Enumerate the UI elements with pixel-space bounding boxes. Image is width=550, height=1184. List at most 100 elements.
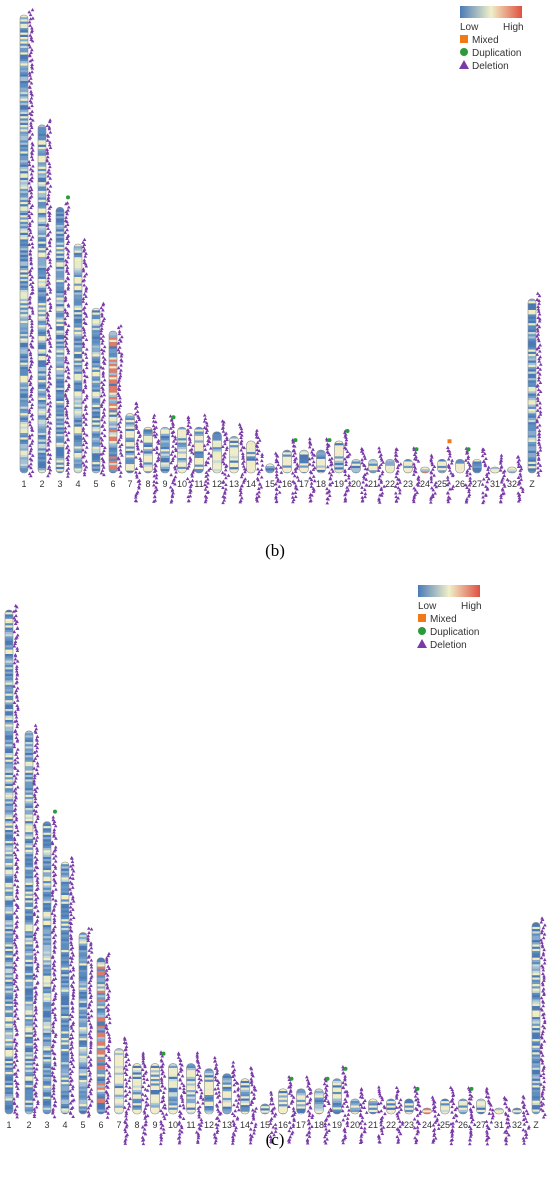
chromosome-31: 31 [494,1095,512,1146]
deletion-marks [286,1075,297,1144]
chromosome-label: 3 [57,479,62,489]
chromosome-24: 24 [420,453,439,504]
chromosome-label: 10 [177,479,187,489]
deletion-marks [520,1094,531,1145]
triangle-legend-icon [459,60,469,69]
deletion-marks [502,1095,512,1146]
deletion-marks [484,1086,496,1146]
chromosome-22: 22 [385,447,403,503]
gradient-high-label: High [461,601,482,612]
legend-item-label: Mixed [472,35,499,46]
chromosome-25: 25 [440,1085,459,1146]
duplication-mark [414,447,419,452]
chromosome-14: 14 [246,428,265,503]
chromosome-17: 17 [296,1075,315,1145]
chromosome-8: 8 [143,413,161,503]
chromosome-18: 18 [314,1076,334,1145]
chromosome-label: 21 [368,1120,378,1130]
chromosome-label: 1 [6,1120,11,1130]
chromosome-11: 11 [194,413,213,504]
chromosome-label: 15 [265,479,275,489]
chromosome-32: 32 [507,454,525,503]
deletion-marks [63,201,71,478]
chromosome-23: 23 [404,1085,423,1145]
chromosome-15: 15 [265,451,284,504]
duplication-mark [327,438,332,443]
chromosome-label: 5 [80,1120,85,1130]
chromosome-label: 7 [127,479,132,489]
chromosome-12: 12 [204,1055,223,1145]
chromosome-20: 20 [351,446,370,503]
chromosome-2: 2 [24,723,40,1130]
deletion-marks [394,1085,405,1144]
chromosome-label: 12 [212,479,222,489]
chromosome-8: 8 [132,1051,151,1146]
deletion-marks [376,446,386,504]
chromosome-label: 7 [116,1120,121,1130]
chromosome-14: 14 [240,1066,259,1145]
duplication-mark [469,1086,474,1091]
chromosome-label: 25 [440,1120,450,1130]
chromosome-6: 6 [96,951,112,1130]
chromosome-13: 13 [229,422,249,504]
gradient-low-label: Low [418,601,437,612]
chromosome-label: 11 [194,479,203,489]
deletion-marks [464,446,473,504]
deletion-marks [116,324,124,478]
chromosome-24: 24 [422,1095,441,1144]
chromosome-12: 12 [212,419,231,505]
chromosome-17: 17 [299,436,317,503]
chromosome-label: 14 [246,479,256,489]
deletion-marks [307,436,317,503]
chromosome-19: 19 [332,1065,351,1145]
duplication-mark [345,428,350,433]
chromosome-label: 31 [490,479,500,489]
chromosome-label: 23 [403,479,413,489]
deletion-marks [122,1036,133,1145]
chromosome-label: 20 [351,479,361,489]
deletion-marks [140,1051,151,1146]
chromosome-31: 31 [490,453,510,504]
deletion-marks [168,414,179,504]
chromosome-23: 23 [403,446,421,504]
deletion-marks [176,1051,187,1145]
deletion-marks [324,437,335,505]
chromosome-9: 9 [160,414,179,504]
chromosome-10: 10 [168,1051,187,1145]
duplication-mark [343,1066,348,1071]
chromosome-label: 3 [44,1120,49,1130]
color-gradient-bar [460,6,522,18]
legend-item-label: Duplication [430,627,479,638]
chromosome-4: 4 [60,855,76,1130]
deletion-marks [340,1065,351,1145]
deletion-marks [194,1051,205,1144]
deletion-marks [342,429,353,503]
deletion-marks [202,413,213,504]
chromosome-label: Z [533,1120,539,1130]
chromosome-label: 11 [186,1120,195,1130]
chromosome-1: 1 [4,603,20,1130]
deletion-marks [99,301,107,477]
chromosome-27: 27 [476,1086,496,1146]
chromosome-16: 16 [282,438,301,504]
chromosome-20: 20 [350,1087,369,1144]
chromosome-3: 3 [42,809,58,1130]
square-legend-icon [460,35,468,43]
chromosome-label: 13 [222,1120,232,1130]
deletion-marks [68,855,76,1118]
deletion-marks [50,815,58,1119]
chromosome-Z: Z [531,916,547,1130]
deletion-marks [12,603,20,1119]
deletion-marks [133,401,144,503]
chromosome-26: 26 [455,446,473,504]
chromosome-label: 17 [296,1120,306,1130]
chromosome-label: 16 [282,479,292,489]
circle-legend-icon [460,48,468,56]
chromosome-label: 31 [494,1120,504,1130]
chromosome-4: 4 [73,237,89,489]
triangle-legend-icon [417,639,427,648]
chromosome-label: 9 [162,479,167,489]
deletion-marks [268,1090,278,1144]
gradient-high-label: High [503,22,524,33]
